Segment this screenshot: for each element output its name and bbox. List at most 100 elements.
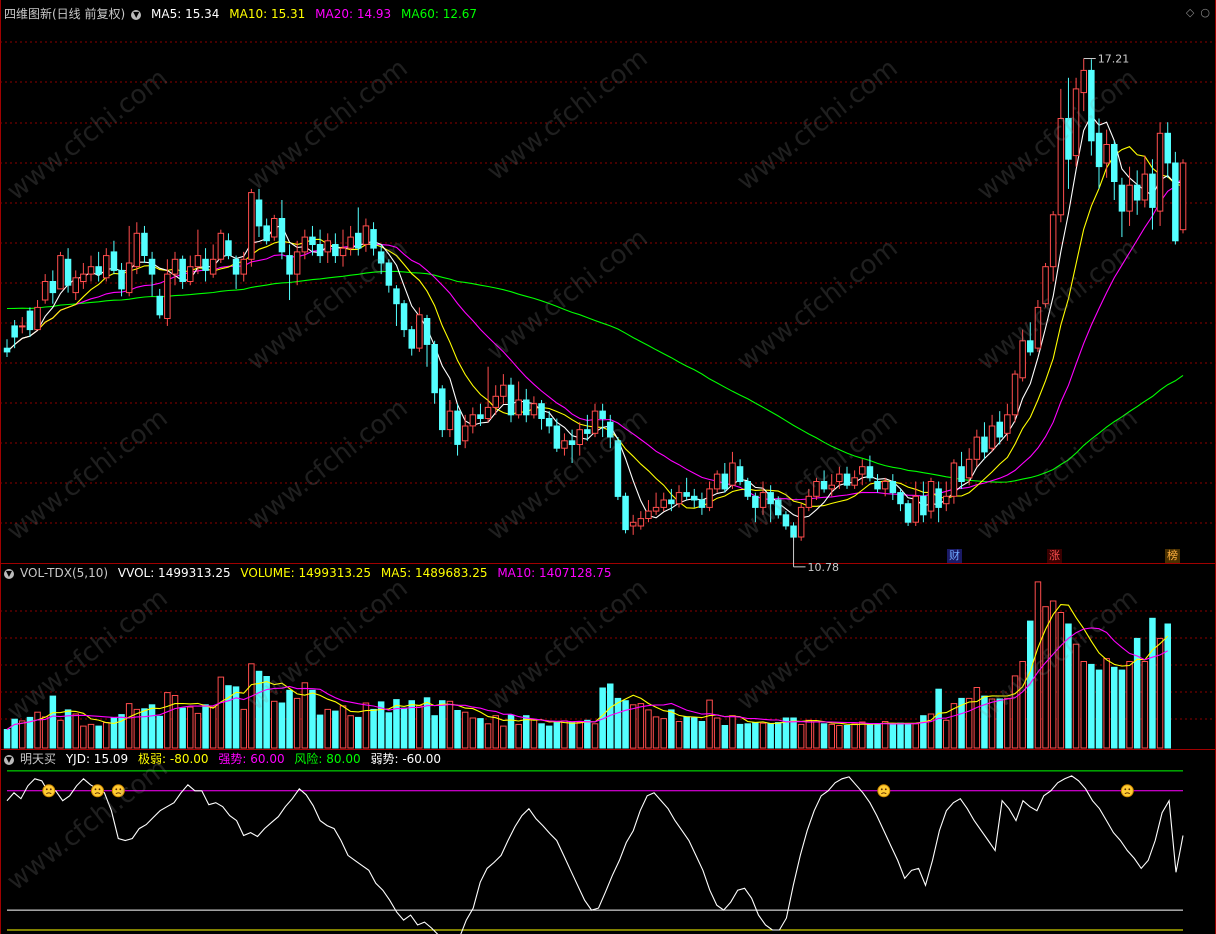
volume-bar [523,715,530,749]
candle [515,399,522,416]
candle [950,462,958,497]
volume-bar [1065,623,1072,749]
volume-bar [851,723,858,749]
candle [927,481,935,512]
grid-lines [0,41,1216,720]
maximize-icon[interactable]: ○ [1200,6,1210,19]
candle [377,251,385,264]
volume-bar [49,695,57,749]
risk-label: 风险: 80.00 [294,752,361,766]
candle [507,384,515,416]
volume-bar [988,698,996,749]
candle [255,199,263,227]
volume-bar [41,716,49,749]
candle [461,425,469,442]
volume-bar [118,714,125,749]
candle [1111,144,1118,182]
volume-bar [874,723,881,749]
volume-bar [87,723,95,749]
candle [874,481,881,490]
volume-bar [156,715,163,749]
signal-face-icon [1120,784,1134,798]
candle [232,258,240,275]
candle [400,303,408,331]
candle [324,240,331,253]
diamond-icon[interactable]: ◇ [1185,6,1195,19]
candle [385,262,393,286]
candle [362,225,370,245]
surge-event-mark[interactable]: 涨 [1047,549,1062,563]
volume-bar [637,703,645,749]
volume-bar [125,703,133,749]
candle [1164,132,1171,164]
candle [1072,88,1080,157]
volume-bar [820,723,828,749]
candle [988,425,996,449]
volume-bar [164,692,171,749]
volume-bar [400,707,408,749]
volume-bar [232,686,240,749]
volume-bar [576,721,583,749]
volume-bar [584,719,591,749]
volume-bar [194,712,202,749]
volume-bar [26,716,34,749]
candle [263,225,270,242]
volume-bar [629,704,637,749]
volume-panel-title[interactable]: VOL-TDX(5,10) [20,566,109,580]
volume-bar [278,702,286,749]
volume-bar [133,708,141,749]
candle [1080,69,1087,94]
volume-bar [721,725,729,749]
signal-face-eye [1124,788,1127,791]
settings-icon[interactable]: ▼ [4,568,14,579]
volume-bar [293,697,301,749]
volume-bar [347,715,354,749]
candle [553,425,561,449]
ma60-label: MA60: 12.67 [401,7,478,21]
volume-bar [889,723,897,749]
candle [736,466,744,483]
candle [576,429,583,446]
candle [179,258,186,282]
volume-bar [408,700,415,749]
candle [981,436,988,453]
volume-bar [973,687,981,749]
volume-bar [706,699,713,749]
panel-controls: ◇ ○ [1180,6,1210,19]
low-price-label: 10.78 [808,561,840,574]
main-panel-title[interactable]: 四维图新(日线 前复权) [4,7,126,21]
volume-label: VOLUME: 1499313.25 [240,566,372,580]
volume-bar [500,725,507,749]
candle [26,310,34,331]
finance-event-mark[interactable]: 财 [947,549,962,563]
settings-icon[interactable]: ▼ [4,754,14,765]
volume-bar [416,705,423,749]
volume-bar [668,709,675,749]
candle [782,514,790,527]
volume-bar [561,720,568,749]
candle [759,492,767,508]
billboard-event-mark[interactable]: 榜 [1165,549,1180,563]
candle [34,306,41,331]
candle [866,466,874,479]
candle [148,258,156,275]
volume-bar [1027,620,1034,749]
candle [668,499,675,505]
indicator-panel-title[interactable]: 明天买 [20,752,57,766]
volume-bar [828,723,835,749]
settings-icon[interactable]: ▼ [131,9,142,20]
candle [492,395,499,408]
candle [49,281,57,294]
volume-bar [477,718,484,749]
candle [599,410,606,420]
candle [958,466,965,483]
volume-bar [225,685,232,749]
yjd-line [6,775,1184,934]
volume-bar [530,719,538,749]
candle [446,410,454,431]
volume-bar [897,722,904,749]
volume-bar [881,721,889,749]
volume-bar [736,723,744,749]
candle [164,273,171,320]
